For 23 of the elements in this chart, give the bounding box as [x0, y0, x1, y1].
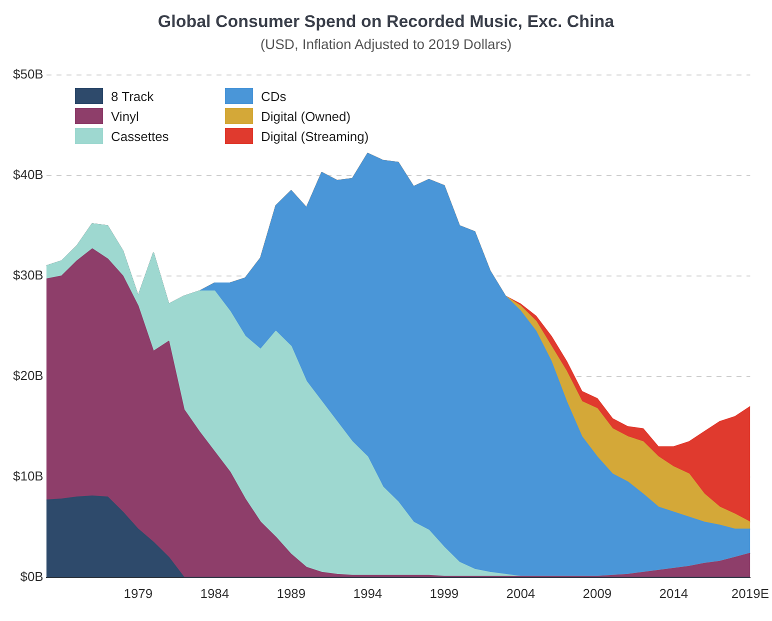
- legend-label: Digital (Owned): [261, 108, 351, 124]
- x-tick-label: 2019E: [731, 586, 770, 601]
- y-tick-label: $20B: [12, 368, 44, 384]
- x-tick-label: 1984: [200, 586, 230, 601]
- legend-label: Digital (Streaming): [261, 128, 369, 144]
- y-tick-label: $50B: [12, 66, 44, 82]
- y-tick-label: $0B: [20, 568, 44, 584]
- chart-subtitle: (USD, Inflation Adjusted to 2019 Dollars): [259, 36, 513, 52]
- y-tick-label: $30B: [12, 268, 44, 283]
- x-tick-label: 2009: [582, 586, 612, 601]
- x-tick-label: 2014: [659, 586, 688, 601]
- chart-title: Global Consumer Spend on Recorded Music, Exc. China: [156, 12, 616, 32]
- y-tick-label: $40B: [12, 167, 44, 182]
- legend-label: Cassettes: [111, 128, 169, 144]
- x-tick-label: 1999: [430, 586, 459, 601]
- x-tick-label: 2004: [506, 586, 536, 601]
- x-tick-label: 1994: [353, 586, 382, 601]
- legend-label: 8 Track: [111, 88, 154, 104]
- x-tick-label: 1979: [124, 586, 153, 601]
- y-tick-label: $10B: [12, 468, 44, 484]
- legend-label: CDs: [261, 88, 286, 104]
- x-tick-label: 1989: [276, 586, 306, 601]
- legend-label: Vinyl: [111, 108, 139, 124]
